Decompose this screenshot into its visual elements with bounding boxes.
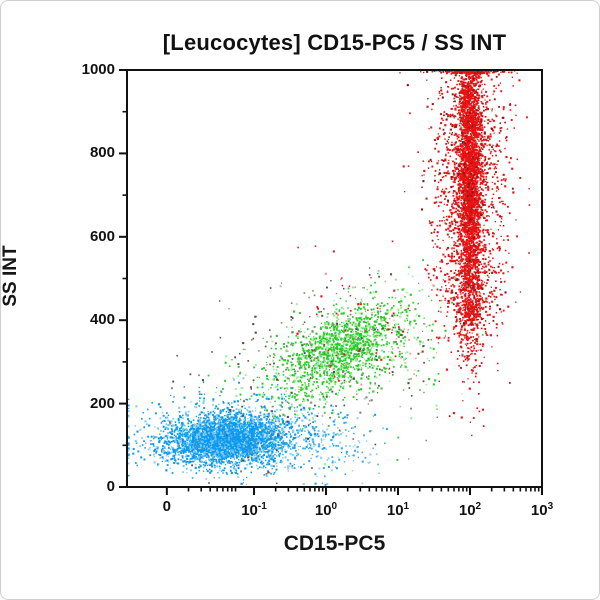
x-axis-label: CD15-PC5 bbox=[283, 532, 386, 555]
y-tick-label: 0 bbox=[106, 478, 115, 495]
x-tick-label: 103 bbox=[530, 501, 554, 519]
y-tick-label: 800 bbox=[89, 144, 115, 162]
y-tick-label: 1000 bbox=[81, 61, 115, 78]
y-tick-label: 200 bbox=[89, 394, 115, 412]
x-tick-label: 0 bbox=[162, 498, 171, 515]
y-tick-label: 400 bbox=[89, 311, 115, 329]
y-tick-label: 600 bbox=[89, 227, 115, 245]
x-tick-label: 10-1 bbox=[241, 501, 267, 519]
x-tick-label: 101 bbox=[386, 501, 410, 519]
x-tick-label: 100 bbox=[314, 501, 338, 519]
x-tick-label: 102 bbox=[458, 501, 482, 519]
